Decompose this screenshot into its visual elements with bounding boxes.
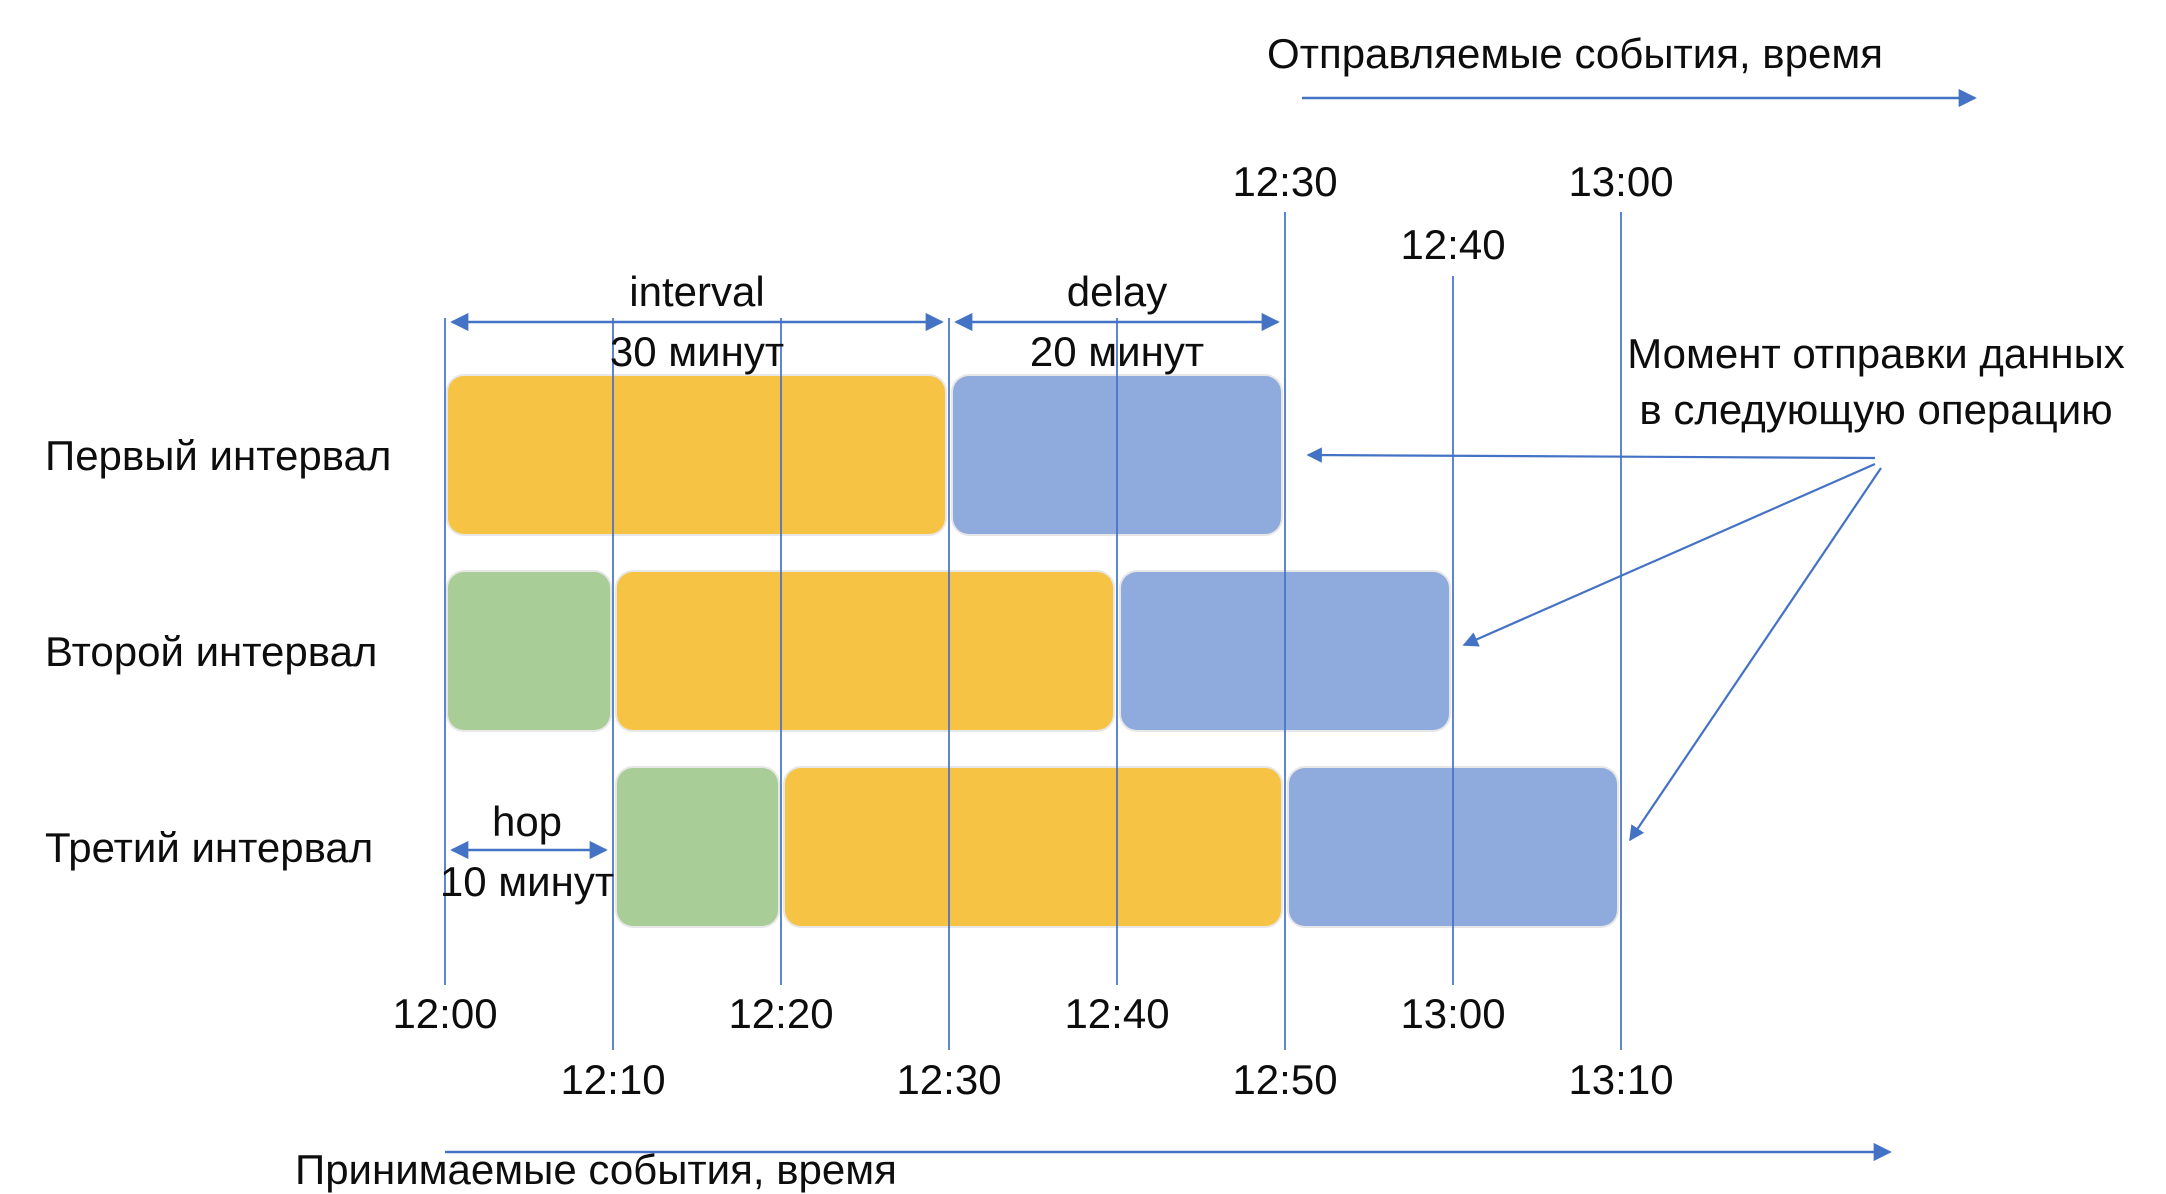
row1-label: Первый интервал [45,432,392,479]
delay-measure-value: 20 минут [1029,328,1205,375]
bottom-tick-12-10: 12:10 [560,1056,666,1103]
hop-measure-name: hop [491,798,563,845]
row3-interval-block [785,768,1281,926]
row2-interval-block [617,572,1113,730]
bottom-tick-12-20: 12:20 [728,990,834,1037]
bottom-tick-12-00: 12:00 [392,990,498,1037]
bottom-tick-12-30: 12:30 [896,1056,1002,1103]
top-axis-label: Отправляемые события, время [1267,30,1883,77]
bottom-tick-12-40: 12:40 [1064,990,1170,1037]
bottom-tick-12-50: 12:50 [1232,1056,1338,1103]
row3-label: Третий интервал [45,824,374,871]
top-tick-13-00: 13:00 [1568,158,1674,205]
bottom-tick-13-10: 13:10 [1568,1056,1674,1103]
top-tick-12-30: 12:30 [1232,158,1338,205]
row1-interval-block [448,376,945,534]
interval-measure-name: interval [629,268,765,315]
annotation-arrow-row3 [1629,467,1882,842]
row2-hop-block [448,572,610,730]
annotation-arrow-row2 [1462,462,1876,647]
interval-measure-value: 30 минут [609,328,785,375]
annotation-line1: Момент отправки данных [1627,330,2125,377]
annotation-line2: в следующую операцию [1639,386,2113,433]
hop-measure-value: 10 минут [439,858,615,905]
annotation-arrow-row1 [1306,447,1876,463]
row2-label: Второй интервал [45,628,378,675]
top-tick-12-40: 12:40 [1400,221,1506,268]
delay-measure-name: delay [1066,268,1168,315]
bottom-tick-13-00: 13:00 [1400,990,1506,1037]
bottom-axis-label: Принимаемые события, время [295,1146,897,1193]
row3-hop-block [617,768,778,926]
